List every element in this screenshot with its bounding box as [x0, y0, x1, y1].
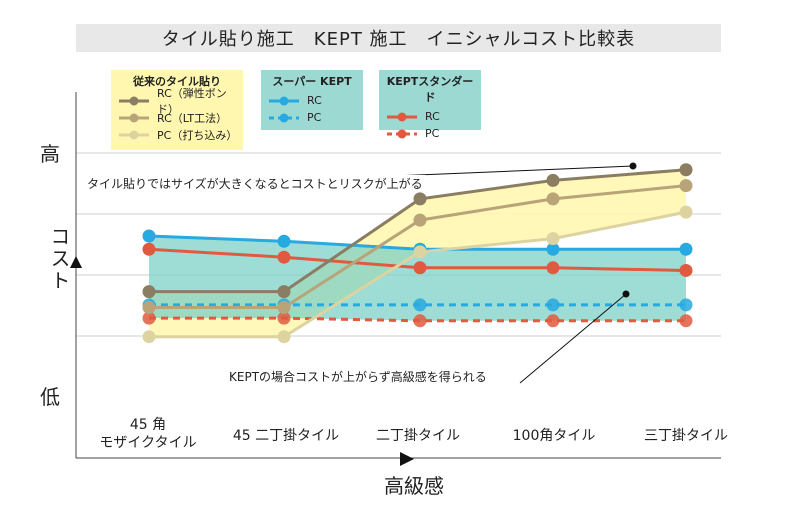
- data-point: [142, 330, 156, 344]
- y-arrow-icon: [70, 256, 82, 268]
- data-point: [679, 179, 693, 193]
- annotation-dot: [622, 290, 630, 298]
- legend-label: RC: [307, 94, 322, 107]
- x-tick-label: 45 角 モザイクタイル: [99, 417, 197, 451]
- legend-label: RC（弾性ボンド）: [157, 86, 227, 116]
- data-point: [546, 192, 560, 206]
- annotation-tile-cost: タイル貼りではサイズが大きくなるとコストとリスクが上がる: [84, 175, 426, 192]
- x-arrow-icon: [400, 452, 414, 466]
- legend-conventional: 従来のタイル貼り RC（弾性ボンド） RC（LT工法） PC（打ち込み）: [111, 70, 243, 150]
- annotation-dot: [629, 162, 637, 170]
- data-point: [277, 234, 291, 248]
- y-high-label: 高: [40, 142, 60, 166]
- data-point: [413, 192, 427, 206]
- legend-label: RC: [425, 110, 440, 123]
- data-point: [277, 330, 291, 344]
- legend-super-kept: スーパー KEPT RC PC: [261, 70, 363, 130]
- data-point: [413, 314, 427, 328]
- data-point: [142, 301, 156, 315]
- legend-item: RC: [385, 108, 475, 125]
- legend-item: RC: [267, 92, 357, 109]
- series-line: [149, 316, 686, 323]
- data-point: [546, 314, 560, 328]
- data-point: [679, 163, 693, 177]
- data-point: [679, 263, 693, 277]
- legend-group-title: KEPTスタンダード: [386, 75, 474, 104]
- annotation-leader: [519, 293, 627, 384]
- legend-label: RC（LT工法）: [157, 111, 228, 125]
- legend-item: PC: [385, 125, 475, 142]
- data-point: [142, 311, 156, 325]
- legend-label: PC: [307, 111, 322, 124]
- data-point: [679, 242, 693, 256]
- data-point: [546, 242, 560, 256]
- data-point: [679, 205, 693, 219]
- data-point: [413, 213, 427, 227]
- data-point: [546, 232, 560, 246]
- data-point: [413, 245, 427, 259]
- legend-item: RC（LT工法）: [117, 109, 237, 126]
- data-point: [277, 250, 291, 264]
- y-low-label: 低: [40, 385, 60, 409]
- legend-item: PC: [267, 109, 357, 126]
- data-point: [546, 261, 560, 275]
- data-point: [142, 242, 156, 256]
- legend-label: PC（打ち込み）: [157, 128, 238, 142]
- x-tick-label: 45 二丁掛タイル: [232, 428, 340, 444]
- data-point: [546, 173, 560, 187]
- data-point: [277, 285, 291, 299]
- data-point: [413, 261, 427, 275]
- data-point: [277, 301, 291, 315]
- x-axis-title: 高級感: [384, 474, 444, 498]
- data-point: [679, 314, 693, 328]
- annotation-kept-cost: KEPTの場合コストが上がらず高級感を得られる: [226, 368, 490, 385]
- x-tick-label: 二丁掛タイル: [376, 428, 460, 444]
- legend-group-title: 従来のタイル貼り: [133, 75, 221, 88]
- x-tick-label: 三丁掛タイル: [644, 428, 728, 444]
- data-point: [142, 285, 156, 299]
- data-point: [142, 229, 156, 243]
- data-point: [679, 298, 693, 312]
- legend-kept-standard: KEPTスタンダード RC PC: [379, 70, 481, 140]
- data-point: [546, 298, 560, 312]
- y-axis-title: コスト: [47, 226, 71, 292]
- chart-title: タイル貼り施工 KEPT 施工 イニシャルコスト比較表: [76, 24, 721, 52]
- legend-item: PC（打ち込み）: [117, 126, 237, 143]
- legend-label: PC: [425, 127, 440, 140]
- data-point: [277, 311, 291, 325]
- legend-item: RC（弾性ボンド）: [117, 87, 237, 116]
- x-tick-label: 100角タイル: [512, 428, 596, 444]
- data-point: [413, 298, 427, 312]
- legend-group-title: スーパー KEPT: [272, 75, 352, 88]
